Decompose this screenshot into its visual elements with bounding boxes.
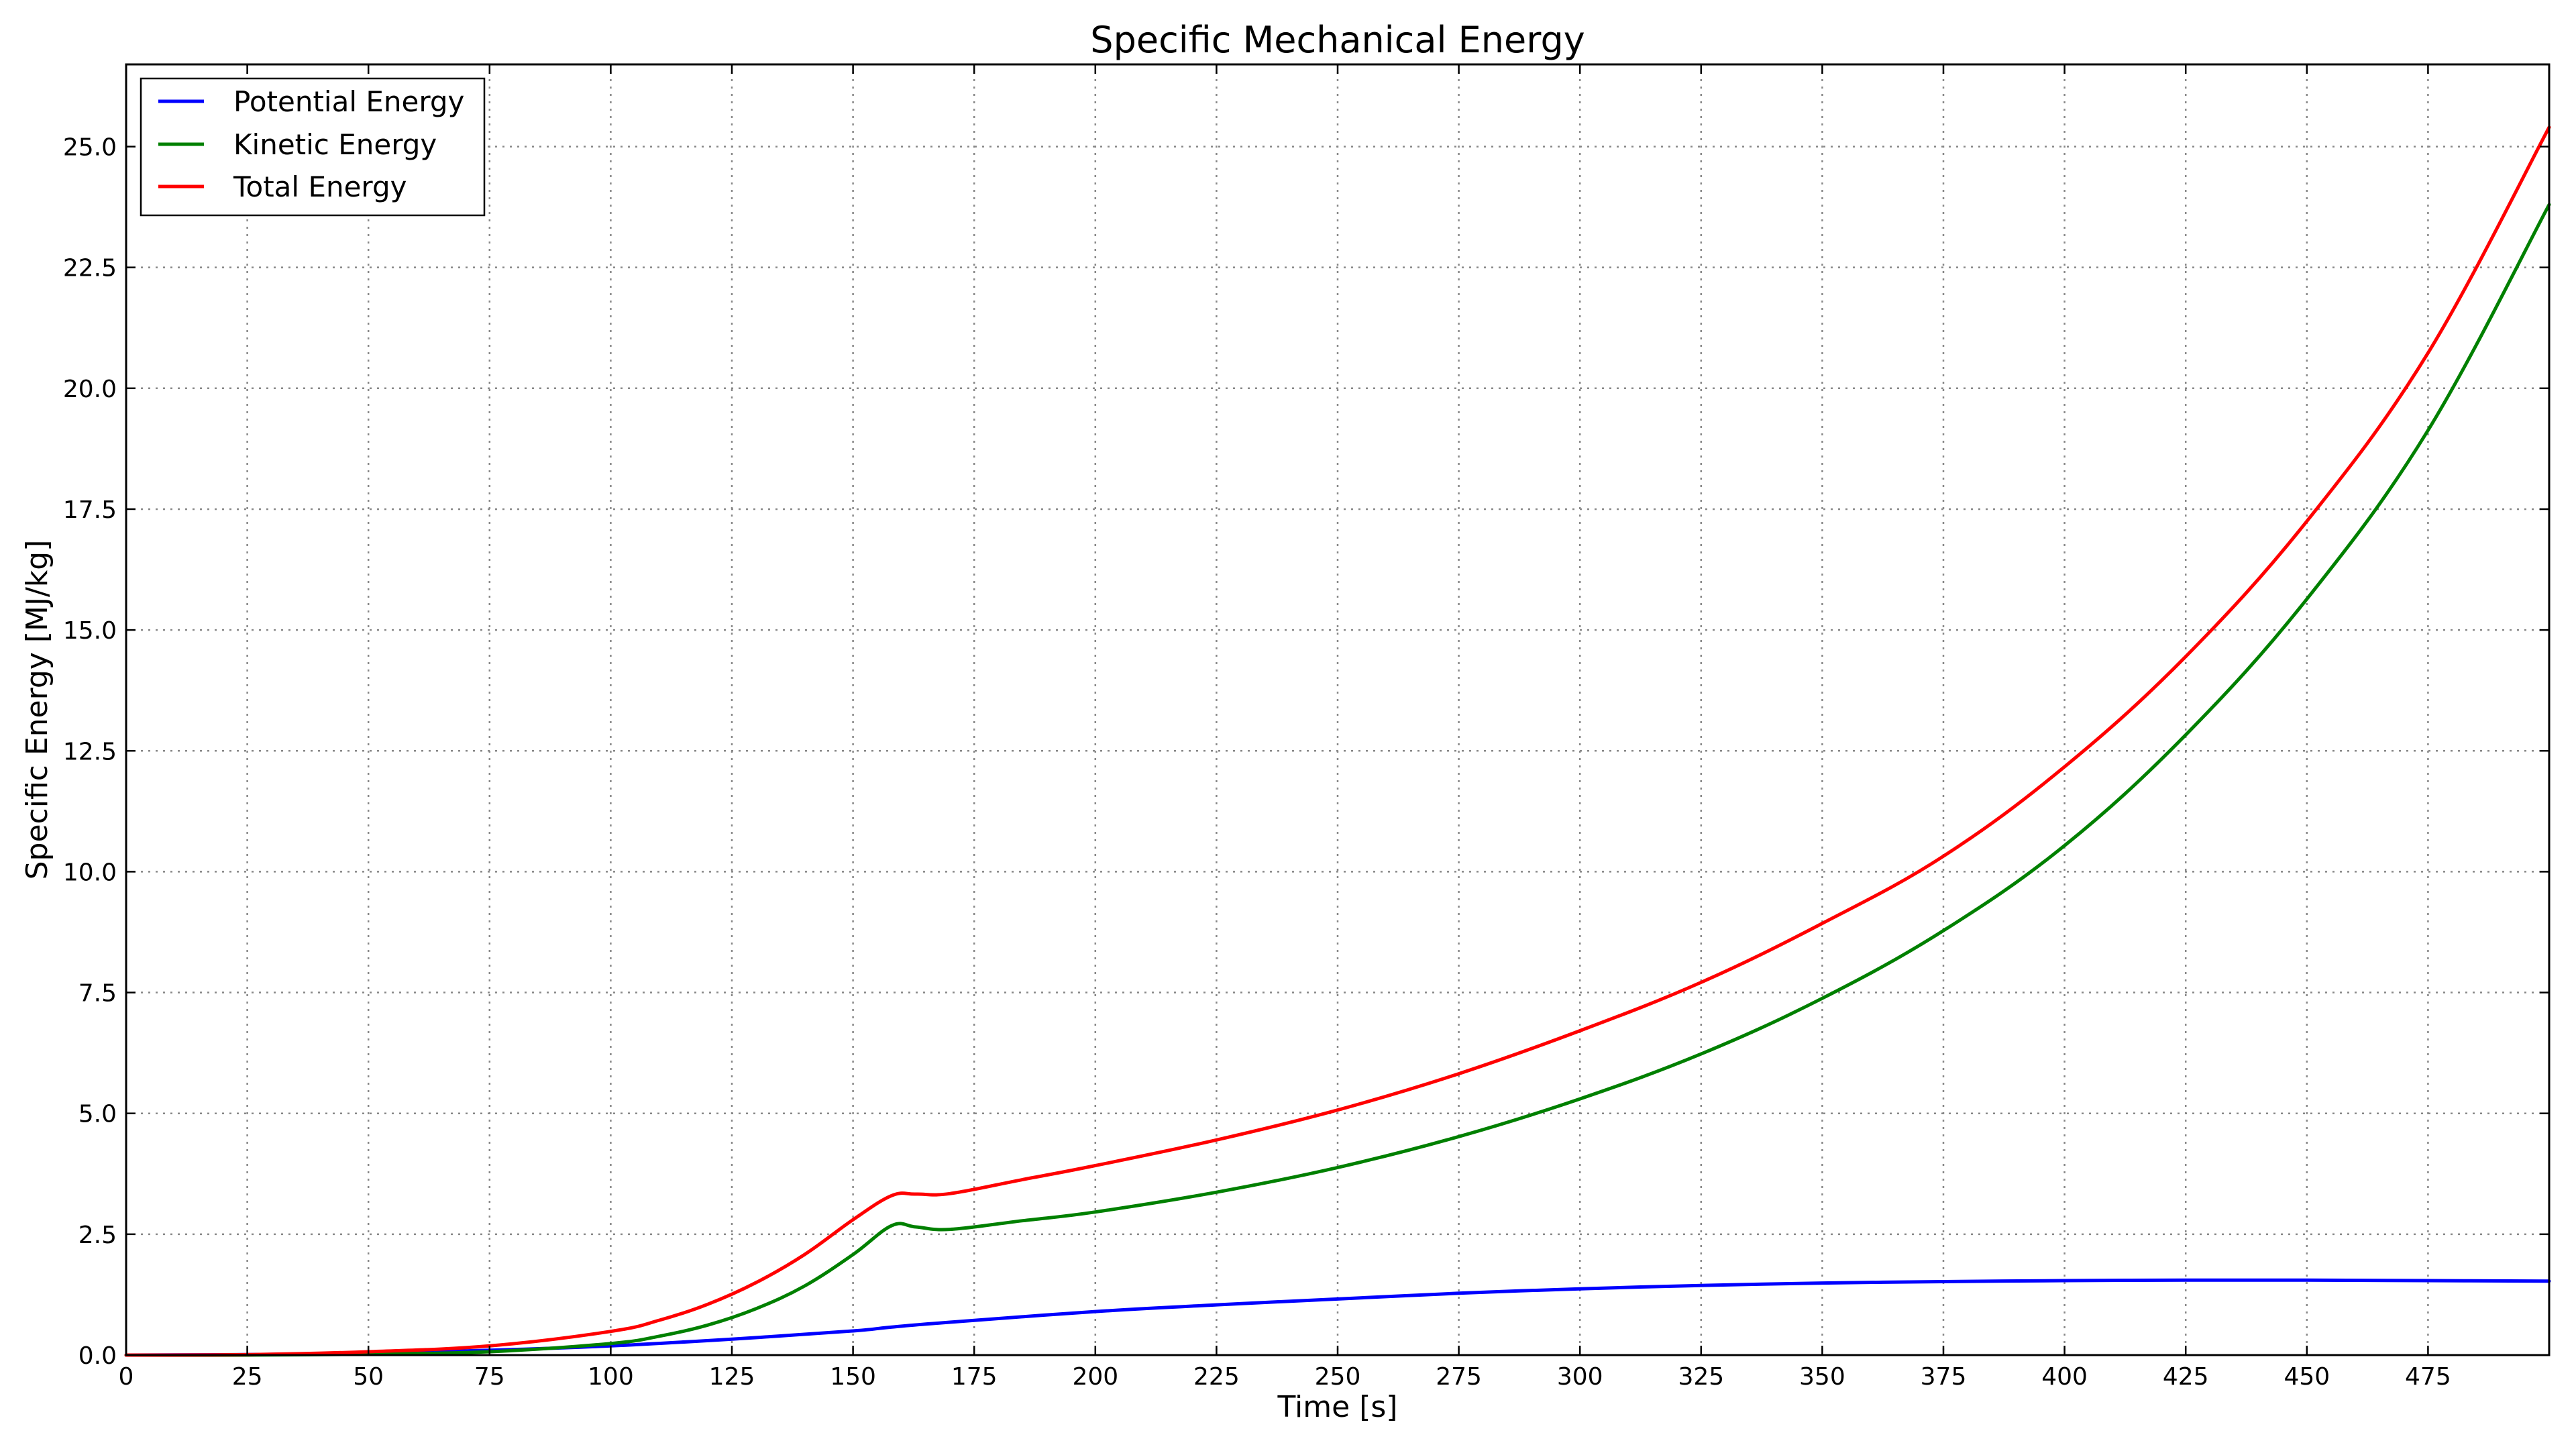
- series-line-kinetic-energy: [124, 203, 2551, 1357]
- x-tick-label: 450: [2284, 1363, 2330, 1391]
- x-tick-label: 475: [2405, 1363, 2451, 1391]
- x-tick-label: 325: [1678, 1363, 1724, 1391]
- grid-lines: [126, 64, 2549, 1355]
- x-tick-label: 50: [353, 1363, 384, 1391]
- chart-title: Specific Mechanical Energy: [1090, 19, 1585, 61]
- y-tick-label: 17.5: [63, 496, 117, 524]
- y-tick-label: 10.0: [63, 859, 117, 886]
- legend-label-potential: Potential Energy: [233, 85, 464, 118]
- y-tick-label: 7.5: [78, 980, 117, 1008]
- x-tick-label: 425: [2163, 1363, 2209, 1391]
- y-tick-label: 15.0: [63, 617, 117, 645]
- y-axis-title: Specific Energy [MJ/kg]: [20, 540, 54, 880]
- x-tick-label: 75: [474, 1363, 505, 1391]
- y-tick-label: 2.5: [78, 1222, 117, 1249]
- x-tick-label: 200: [1072, 1363, 1118, 1391]
- axis-tick-labels: 0 25 50 75 100 125 150 175 200 225 250 275 300 325 350…: [63, 134, 2451, 1391]
- y-tick-label: 12.5: [63, 738, 117, 765]
- y-tick-label: 25.0: [63, 134, 117, 162]
- x-tick-label: 25: [232, 1363, 263, 1391]
- x-tick-label: 0: [119, 1363, 134, 1391]
- x-tick-label: 225: [1193, 1363, 1240, 1391]
- x-tick-label: 400: [2041, 1363, 2088, 1391]
- y-tick-label: 20.0: [63, 376, 117, 403]
- series-lines: [124, 125, 2551, 1357]
- x-tick-label: 300: [1557, 1363, 1603, 1391]
- x-tick-label: 125: [709, 1363, 755, 1391]
- x-tick-label: 150: [830, 1363, 876, 1391]
- x-tick-label: 250: [1315, 1363, 1361, 1391]
- x-tick-label: 275: [1436, 1363, 1482, 1391]
- legend-label-total: Total Energy: [233, 170, 407, 203]
- x-tick-label: 100: [588, 1363, 634, 1391]
- y-tick-label: 5.0: [78, 1101, 117, 1128]
- x-tick-label: 350: [1799, 1363, 1845, 1391]
- series-line-total-energy: [124, 125, 2551, 1357]
- x-axis-title: Time [s]: [1277, 1390, 1398, 1424]
- y-tick-label: 22.5: [63, 255, 117, 282]
- axis-ticks: [125, 64, 2549, 1356]
- legend-label-kinetic: Kinetic Energy: [233, 128, 437, 161]
- x-tick-label: 175: [951, 1363, 998, 1391]
- legend: Potential Energy Kinetic Energy Total En…: [140, 77, 486, 217]
- y-tick-label: 0.0: [78, 1342, 117, 1370]
- x-tick-label: 375: [1921, 1363, 1967, 1391]
